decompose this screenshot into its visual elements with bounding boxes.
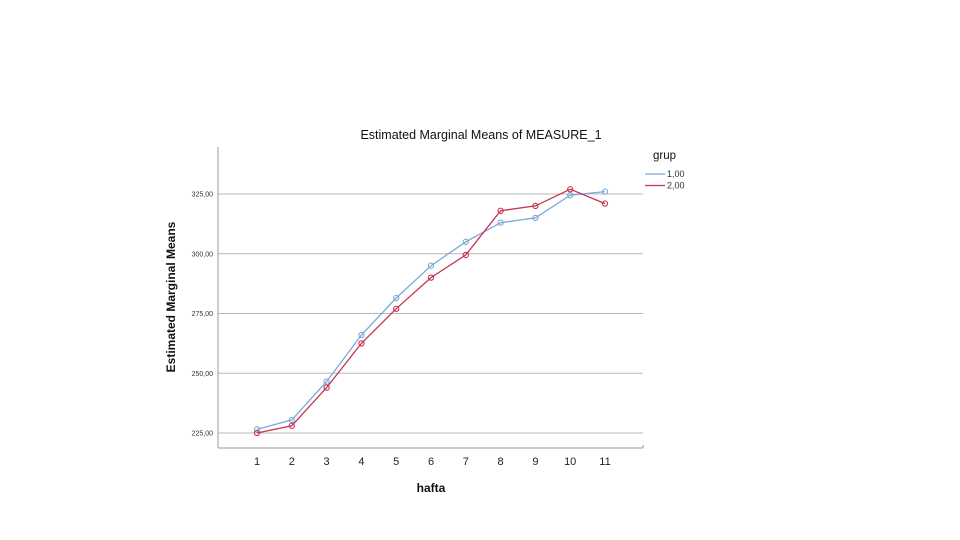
data-point (567, 192, 574, 199)
y-tick-labels: 225,00 250,00 275,00 300,00 325,00 (192, 192, 214, 438)
x-axis-label: hafta (417, 481, 446, 495)
x-tick-label: 2 (289, 456, 295, 468)
series-1 (253, 188, 609, 433)
series-lines (253, 186, 609, 437)
x-tick-label: 9 (532, 456, 538, 468)
chart-title: Estimated Marginal Means of MEASURE_1 (360, 128, 601, 142)
data-point (601, 188, 609, 195)
y-tick-label: 250,00 (192, 371, 214, 378)
x-tick-label: 7 (463, 456, 469, 468)
y-tick-label: 275,00 (192, 311, 214, 318)
data-point (601, 200, 609, 207)
data-point (427, 274, 435, 281)
x-tick-label: 8 (498, 456, 504, 468)
data-point (393, 305, 400, 312)
data-point (532, 214, 539, 222)
x-tick-label: 6 (428, 456, 434, 468)
x-tick-label: 1 (254, 456, 260, 468)
axes (217, 147, 644, 449)
data-point (358, 340, 365, 347)
data-point (358, 331, 365, 339)
x-tick-labels: 1 2 3 4 5 6 7 8 9 10 11 (254, 456, 611, 468)
x-tick-label: 4 (358, 456, 364, 468)
legend-label-1: 1,00 (667, 169, 685, 179)
data-point (393, 294, 400, 302)
data-point (288, 422, 295, 429)
y-axis-label: Estimated Marginal Means (164, 221, 178, 372)
x-tick-label: 11 (599, 456, 610, 468)
y-tick-label: 225,00 (192, 431, 214, 438)
x-tick-label: 5 (393, 456, 399, 468)
data-point (288, 416, 295, 424)
series-line-1 (256, 190, 606, 431)
y-tick-label: 325,00 (192, 192, 214, 199)
x-tick-label: 10 (564, 456, 576, 468)
legend-label-2: 2,00 (667, 181, 685, 191)
data-point (567, 186, 574, 193)
data-point (462, 238, 469, 245)
x-tick-label: 3 (324, 456, 330, 468)
legend: grup 1,00 2,00 (645, 150, 685, 191)
y-tick-label: 300,00 (192, 251, 214, 258)
data-point (462, 251, 469, 259)
grid-lines (218, 193, 643, 434)
data-point (497, 219, 504, 226)
data-point (497, 207, 504, 214)
data-point (253, 429, 261, 437)
data-point (253, 426, 261, 433)
data-point (323, 384, 330, 391)
data-point (532, 202, 539, 210)
series-2 (253, 186, 609, 437)
legend-items: 1,00 2,00 (645, 169, 685, 191)
data-point (323, 378, 330, 385)
legend-title: grup (653, 150, 676, 162)
data-point (427, 262, 435, 269)
series-line-2 (256, 188, 606, 434)
